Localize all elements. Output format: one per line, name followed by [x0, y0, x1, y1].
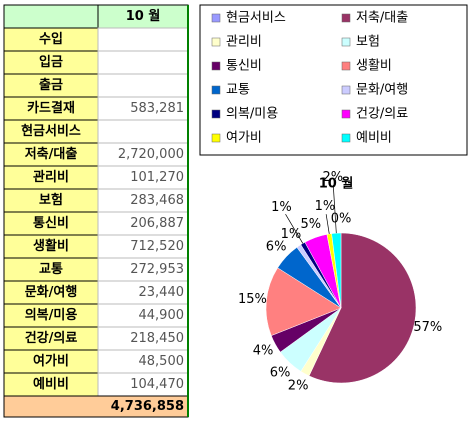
legend-label: 통신비	[226, 59, 262, 74]
row-label: 예비비	[33, 376, 69, 392]
legend-swatch	[341, 13, 351, 23]
pie-slice	[265, 267, 342, 336]
row-label: 의복/미용	[25, 307, 78, 323]
data-label: 1%	[315, 199, 336, 214]
row-amount: 206,887	[130, 216, 184, 231]
legend-swatch	[341, 133, 351, 143]
legend-label: 보험	[356, 35, 380, 50]
legend-label: 예비비	[356, 131, 392, 146]
legend-label: 교통	[226, 83, 250, 98]
legend-label: 저축/대출	[356, 11, 408, 26]
row-label: 관리비	[33, 169, 69, 185]
row-label: 건강/의료	[25, 330, 78, 346]
row-amount: 272,953	[130, 262, 184, 277]
legend-swatch	[211, 109, 221, 119]
header-text: 10 월	[126, 8, 161, 24]
data-label: 2%	[322, 170, 343, 185]
data-label: 4%	[253, 343, 274, 358]
value-cell	[97, 119, 189, 144]
row-label: 문화/여행	[25, 284, 78, 300]
data-label: 2%	[288, 378, 309, 393]
row-label: 여가비	[33, 353, 69, 369]
row-amount: 283,468	[130, 193, 184, 208]
row-amount: 44,900	[139, 308, 185, 323]
row-amount: 2,720,000	[118, 147, 184, 162]
row-amount: 48,500	[139, 354, 185, 369]
pie-slice	[308, 232, 417, 384]
value-cell	[97, 73, 189, 98]
row-amount: 712,520	[130, 239, 184, 254]
row-amount: 218,450	[130, 331, 184, 346]
row-label: 출금	[39, 77, 63, 93]
header-cell	[3, 4, 99, 29]
data-label: 15%	[238, 292, 267, 307]
legend-swatch	[211, 37, 221, 47]
row-label: 보험	[39, 192, 63, 208]
legend-swatch	[341, 85, 351, 95]
legend-swatch	[211, 61, 221, 71]
value-cell	[97, 27, 189, 52]
row-label: 현금서비스	[21, 123, 81, 139]
total-amount: 4,736,858	[111, 399, 184, 414]
legend-swatch	[341, 109, 351, 119]
leader-line	[285, 214, 304, 244]
row-amount: 101,270	[130, 170, 184, 185]
data-label: 1%	[271, 200, 292, 215]
data-label: 5%	[301, 217, 322, 232]
legend-swatch	[341, 37, 351, 47]
data-label: 6%	[270, 365, 291, 380]
row-amount: 23,440	[139, 285, 185, 300]
row-label: 카드결재	[27, 100, 75, 116]
legend-label: 여가비	[226, 131, 262, 146]
row-amount: 104,470	[130, 377, 184, 392]
row-amount: 583,281	[130, 101, 184, 116]
row-label: 생활비	[33, 238, 69, 254]
legend-label: 관리비	[226, 35, 262, 50]
legend-label: 의복/미용	[226, 107, 278, 122]
row-label: 입금	[39, 55, 63, 70]
legend-label: 현금서비스	[226, 11, 286, 26]
row-label: 통신비	[33, 216, 69, 231]
legend-box	[199, 4, 468, 156]
row-label: 수입	[39, 32, 63, 47]
legend-swatch	[211, 85, 221, 95]
legend-swatch	[211, 13, 221, 23]
legend-swatch	[211, 133, 221, 143]
data-label: 57%	[413, 320, 442, 335]
chart-title: 10 월	[319, 176, 354, 192]
legend-label: 건강/의료	[356, 107, 408, 122]
legend-swatch	[341, 61, 351, 71]
row-label: 교통	[39, 262, 63, 277]
legend-label: 문화/여행	[356, 82, 408, 98]
leader-line	[325, 214, 330, 234]
leader-line	[332, 185, 337, 234]
legend-label: 생활비	[356, 59, 392, 74]
value-cell	[97, 50, 189, 75]
row-label: 저축/대출	[25, 146, 78, 162]
data-label: 1%	[281, 227, 302, 242]
data-label: 6%	[266, 240, 287, 255]
